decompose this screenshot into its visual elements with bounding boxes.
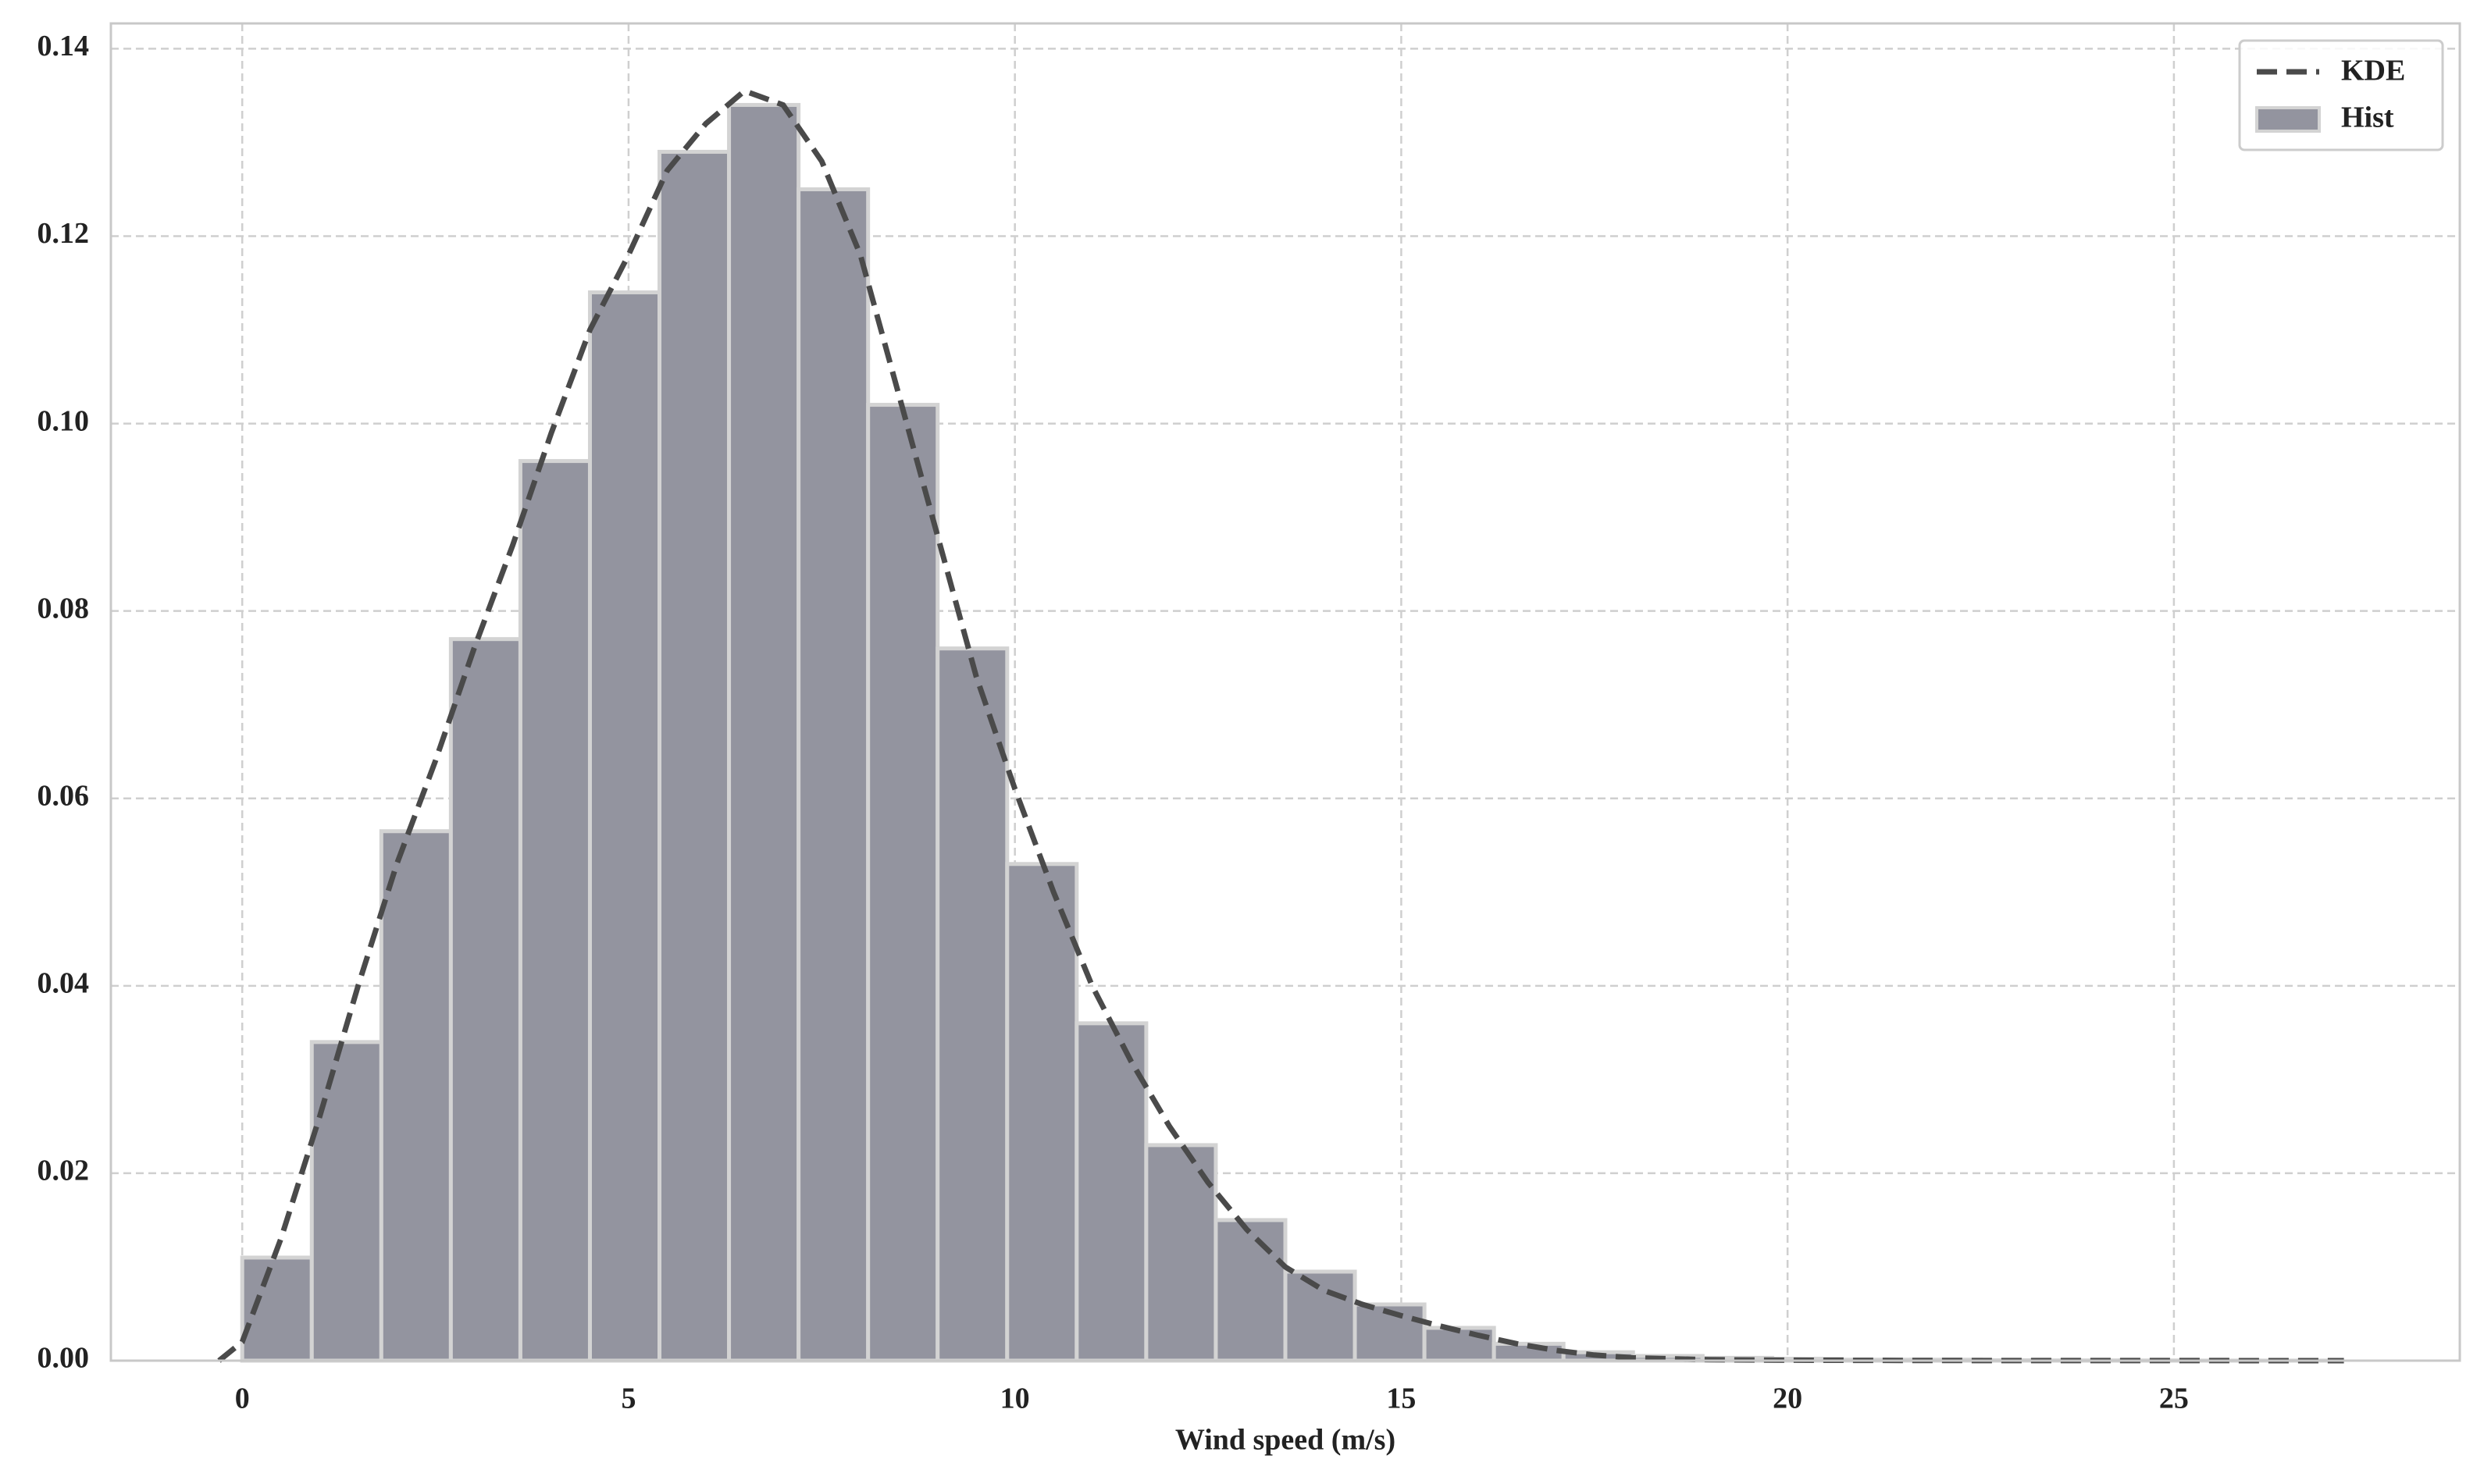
legend-hist-swatch [2255, 106, 2321, 133]
bar [727, 102, 801, 1363]
legend-label: Hist [2341, 101, 2394, 134]
y-tick-label: 0.00 [37, 1342, 90, 1375]
bar [797, 187, 871, 1363]
y-tick-label: 0.02 [37, 1155, 90, 1187]
bar [866, 403, 940, 1363]
kde-line [217, 87, 2344, 1364]
bar [379, 829, 453, 1363]
bar [936, 646, 1010, 1363]
legend-label: KDE [2341, 55, 2405, 87]
y-tick-label: 0.14 [37, 30, 90, 62]
bar [1213, 1218, 1288, 1363]
x-tick-label: 10 [1000, 1383, 1030, 1415]
bar [587, 290, 662, 1363]
bar [518, 459, 592, 1363]
x-tick-label: 15 [1386, 1383, 1416, 1415]
y-tick-label: 0.08 [37, 592, 90, 625]
bar [1005, 862, 1079, 1363]
y-tick-label: 0.10 [37, 404, 90, 437]
bar [658, 149, 732, 1363]
y-tick-label: 0.12 [37, 217, 90, 250]
x-tick-label: 0 [235, 1383, 250, 1415]
bar [309, 1040, 383, 1363]
plot-frame [109, 22, 2461, 1362]
y-tick-label: 0.04 [37, 967, 90, 1000]
y-tick-label: 0.06 [37, 779, 90, 812]
bar [448, 637, 522, 1363]
x-tick-label: 5 [621, 1383, 636, 1415]
x-tick-label: 20 [1773, 1383, 1802, 1415]
x-tick-label: 25 [2159, 1383, 2189, 1415]
x-axis-label: Wind speed (m/s) [1175, 1424, 1395, 1457]
